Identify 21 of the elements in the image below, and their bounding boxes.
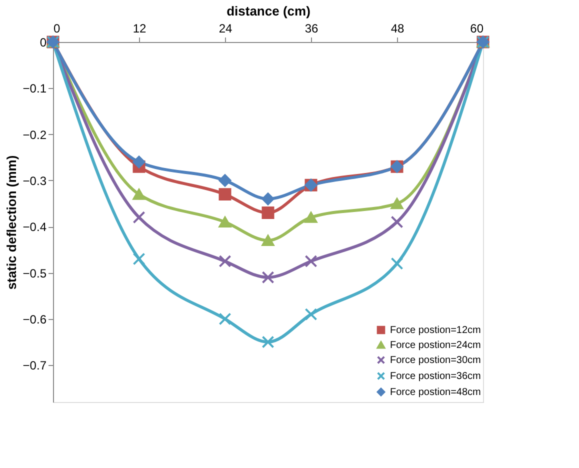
x-tick-label: 24	[218, 22, 232, 36]
x-tick-label: 48	[390, 22, 404, 36]
x-axis-title: distance (cm)	[226, 4, 310, 18]
x-tick-label: 36	[304, 22, 318, 36]
y-tick-label: −0.1	[22, 82, 47, 96]
legend-label: Force postion=48cm	[390, 387, 481, 398]
y-tick-label: −0.5	[22, 266, 47, 280]
legend-label: Force postion=12cm	[390, 325, 481, 336]
x-tick-label: 0	[54, 22, 60, 36]
y-tick-label: −0.4	[22, 220, 47, 234]
x-tick-label: 12	[132, 22, 146, 36]
y-axis-title: static deflection (mm)	[4, 155, 19, 290]
x-tick-label: 60	[470, 22, 484, 36]
legend-label: Force postion=24cm	[390, 340, 481, 351]
y-tick-label: 0	[40, 36, 47, 50]
y-tick-label: −0.3	[22, 174, 47, 188]
legend-label: Force postion=30cm	[390, 355, 481, 366]
y-tick-label: −0.7	[22, 358, 47, 373]
y-tick-label: −0.6	[22, 312, 47, 326]
y-tick-label: −0.2	[22, 128, 47, 142]
legend-label: Force postion=36cm	[390, 371, 481, 382]
